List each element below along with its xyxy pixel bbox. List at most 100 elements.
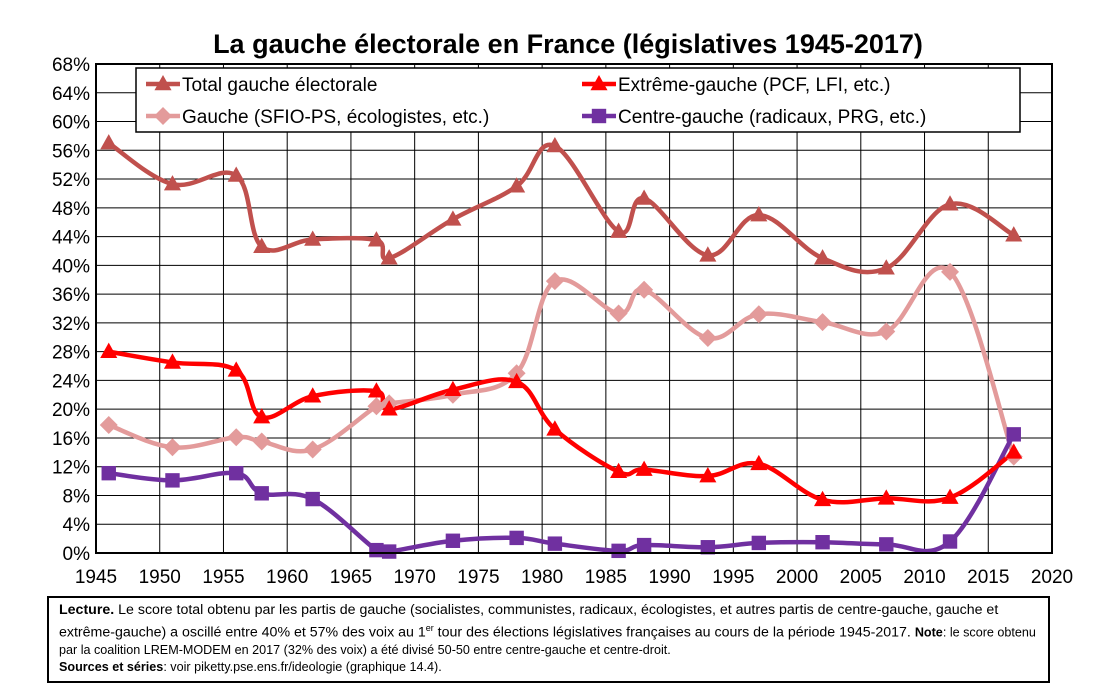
data-point <box>635 280 654 299</box>
data-point <box>444 380 462 397</box>
data-point <box>611 543 626 559</box>
data-point <box>380 400 398 416</box>
data-point <box>163 438 182 457</box>
data-point <box>546 420 564 436</box>
data-point <box>699 467 717 483</box>
x-tick-label: 2005 <box>840 567 882 588</box>
data-point <box>305 491 320 507</box>
data-point <box>381 544 397 559</box>
data-point <box>610 462 628 479</box>
y-tick-label: 40% <box>52 256 90 277</box>
data-point <box>252 432 271 451</box>
legend-swatch-marker <box>591 108 607 124</box>
note-label: Note <box>914 625 943 640</box>
y-tick-label: 16% <box>52 429 90 450</box>
data-point <box>1005 443 1023 459</box>
y-tick-label: 28% <box>52 343 90 364</box>
y-tick-label: 24% <box>52 371 90 392</box>
x-tick-label: 1950 <box>139 567 181 588</box>
lecture-label: Lecture. <box>59 602 115 618</box>
data-point <box>546 136 564 153</box>
legend-label: Total gauche électorale <box>182 75 377 96</box>
data-point <box>942 534 958 549</box>
data-point <box>367 397 386 416</box>
data-point <box>879 537 894 552</box>
data-point <box>445 533 461 548</box>
y-tick-label: 68% <box>52 55 90 76</box>
data-point <box>227 166 245 182</box>
sources-text: : voir piketty.pse.ens.fr/ideologie (gra… <box>163 660 442 675</box>
chart-title: La gauche électorale en France (législat… <box>213 29 923 59</box>
data-point <box>380 249 398 265</box>
data-point <box>751 535 767 551</box>
y-axis: 0% 4% 8% 12% 16% 20% 24% 28% 32% 36% 40% 44% 48% 52% 5… <box>52 55 90 565</box>
x-tick-label: 1955 <box>202 567 244 588</box>
data-point <box>609 304 628 323</box>
legend-swatch-marker <box>154 107 172 125</box>
data-point <box>253 408 271 424</box>
data-point <box>369 542 384 558</box>
chart: La gauche électorale en France (législat… <box>52 29 1073 588</box>
data-point <box>699 246 717 262</box>
legend-label: Extrême-gauche (PCF, LFI, etc.) <box>618 75 890 96</box>
y-tick-label: 48% <box>52 199 90 220</box>
x-tick-label: 1985 <box>585 567 627 588</box>
legend-swatch-marker <box>154 75 172 91</box>
lecture-text-2: tour des élections législatives français… <box>433 624 915 641</box>
series-line-2 <box>106 265 1017 459</box>
data-point <box>1006 427 1021 442</box>
data-point <box>547 536 563 551</box>
x-tick-label: 1990 <box>648 567 690 588</box>
data-point <box>367 231 385 247</box>
legend: Total gauche électorale Extrême-gauche (P… <box>135 67 1021 133</box>
data-point <box>941 195 959 211</box>
data-point <box>508 177 526 193</box>
data-point <box>813 313 832 332</box>
data-point <box>749 305 768 324</box>
data-point <box>750 454 768 471</box>
y-tick-label: 56% <box>52 141 90 162</box>
data-point <box>636 537 652 553</box>
data-point <box>750 206 768 222</box>
data-point <box>545 272 564 291</box>
data-point <box>99 415 118 434</box>
lecture-sup: er <box>425 622 434 633</box>
data-point <box>101 465 116 481</box>
data-point <box>227 428 246 447</box>
data-point <box>941 262 960 281</box>
x-tick-label: 1965 <box>330 567 372 588</box>
x-tick-label: 2015 <box>967 567 1009 588</box>
data-point <box>303 440 322 459</box>
data-point <box>635 189 653 205</box>
data-point <box>254 486 269 501</box>
data-point <box>229 465 244 481</box>
series-lines <box>106 140 1017 558</box>
data-point <box>163 353 182 369</box>
legend-swatch-marker <box>590 75 608 91</box>
data-point <box>304 230 322 246</box>
x-tick-label: 2010 <box>903 567 945 588</box>
data-point <box>698 328 717 347</box>
y-tick-label: 64% <box>52 84 90 105</box>
legend-label: Centre-gauche (radicaux, PRG, etc.) <box>618 107 926 128</box>
y-tick-label: 52% <box>52 170 90 191</box>
data-point <box>814 249 832 265</box>
data-point <box>877 489 895 505</box>
y-tick-label: 36% <box>52 285 90 306</box>
data-point <box>165 473 180 488</box>
x-axis: 1945 1950 1955 1960 1965 1970 1975 1980 1985 1990… <box>75 567 1073 588</box>
data-point <box>1005 226 1023 242</box>
data-point <box>610 222 628 238</box>
data-point <box>509 530 524 546</box>
lecture-text-1: Le score total obtenu par les partis de … <box>59 602 999 641</box>
x-tick-label: 1970 <box>394 567 436 588</box>
x-tick-label: 2020 <box>1031 567 1073 588</box>
x-tick-label: 2000 <box>776 567 818 588</box>
data-point <box>635 460 653 476</box>
plot-frame <box>95 63 1053 554</box>
legend-box <box>135 67 1021 133</box>
x-tick-label: 1975 <box>457 567 499 588</box>
data-point <box>508 372 526 389</box>
data-point <box>700 540 716 555</box>
series-markers <box>99 134 1023 559</box>
